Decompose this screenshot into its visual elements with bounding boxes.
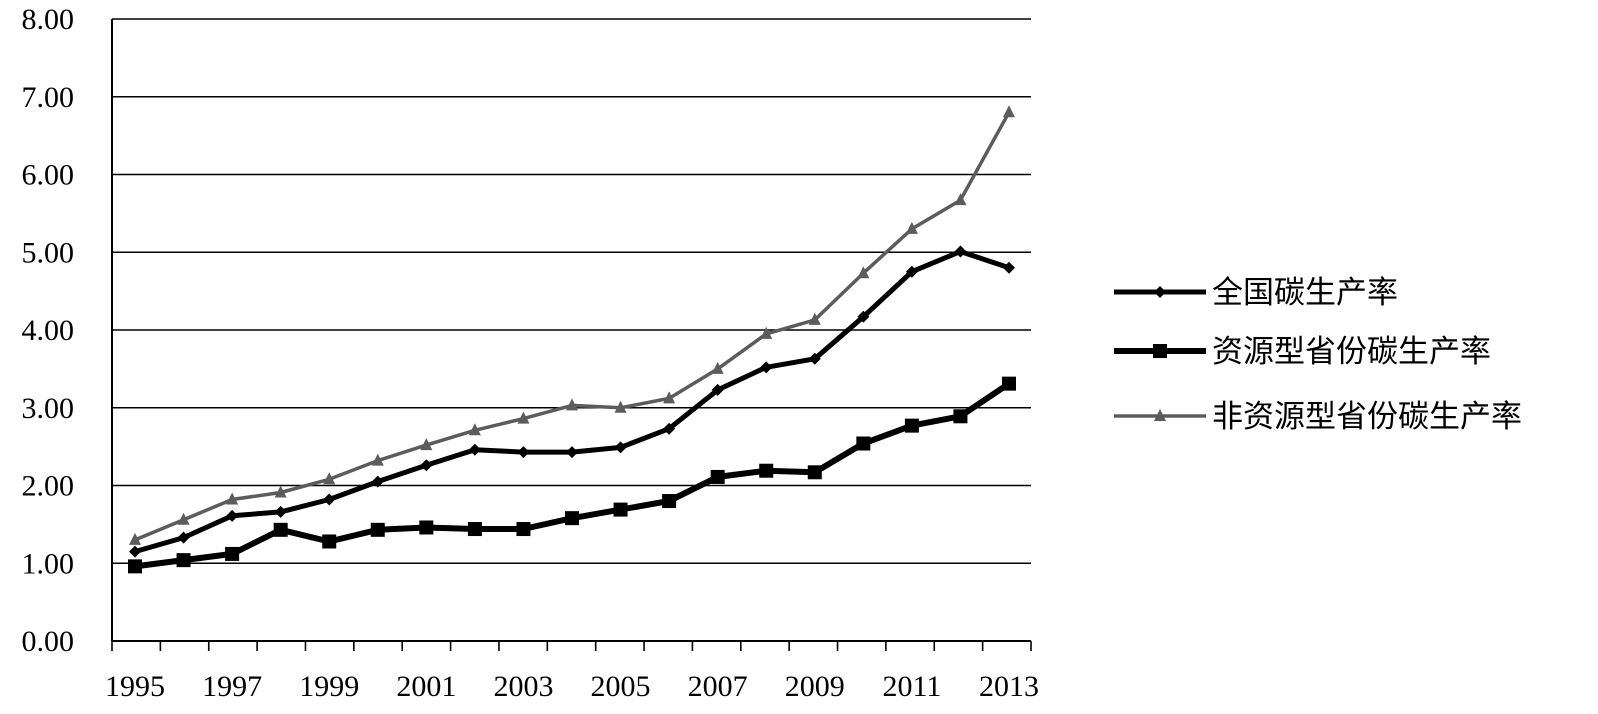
y-tick-label: 8.00 bbox=[22, 3, 75, 36]
data-point bbox=[663, 391, 676, 404]
y-tick-label: 4.00 bbox=[22, 314, 75, 347]
data-point bbox=[226, 509, 239, 522]
data-point bbox=[370, 522, 385, 537]
data-point bbox=[517, 411, 530, 424]
data-point bbox=[467, 522, 482, 537]
series-2 bbox=[128, 376, 1016, 574]
series-3 bbox=[129, 105, 1015, 545]
x-tick-label: 1997 bbox=[202, 670, 262, 703]
series-line bbox=[133, 110, 1011, 542]
x-tick-label: 1999 bbox=[299, 670, 359, 703]
data-point bbox=[323, 493, 336, 506]
data-point bbox=[226, 492, 239, 505]
data-point bbox=[905, 265, 918, 278]
data-point bbox=[1003, 261, 1015, 274]
y-tick-label: 7.00 bbox=[22, 81, 75, 114]
series-1 bbox=[129, 245, 1015, 558]
data-point bbox=[760, 361, 773, 374]
data-point bbox=[468, 423, 481, 436]
data-point bbox=[225, 546, 240, 561]
legend-swatch-marker bbox=[1153, 344, 1167, 358]
y-tick-label: 0.00 bbox=[22, 625, 75, 658]
data-point bbox=[953, 409, 968, 424]
x-tick-label: 2011 bbox=[882, 670, 941, 703]
series-line bbox=[132, 380, 1012, 570]
x-tick-label: 2005 bbox=[591, 670, 651, 703]
data-point bbox=[614, 441, 627, 454]
data-point bbox=[420, 438, 433, 451]
data-point bbox=[954, 245, 967, 258]
legend-label: 全国碳生产率 bbox=[1212, 275, 1398, 310]
data-point bbox=[566, 398, 578, 411]
data-point bbox=[274, 485, 287, 498]
y-tick-label: 6.00 bbox=[22, 159, 75, 192]
data-point bbox=[614, 400, 627, 413]
data-point bbox=[420, 459, 433, 472]
axes bbox=[111, 19, 1032, 651]
data-point bbox=[663, 422, 676, 435]
data-point bbox=[273, 522, 288, 537]
series-lines bbox=[128, 105, 1016, 574]
legend-item-3: 非资源型省份碳生产率 bbox=[1114, 399, 1522, 434]
x-tick-label: 1995 bbox=[105, 670, 165, 703]
data-point bbox=[129, 532, 141, 545]
legend-swatch-marker bbox=[1154, 286, 1166, 298]
data-point bbox=[857, 266, 870, 279]
data-point bbox=[711, 383, 724, 396]
data-point bbox=[274, 505, 287, 518]
data-point bbox=[759, 463, 774, 478]
x-tick-label: 2009 bbox=[785, 670, 845, 703]
data-point bbox=[565, 511, 579, 526]
y-tick-label: 2.00 bbox=[22, 470, 75, 503]
data-point bbox=[613, 502, 628, 517]
data-point bbox=[468, 443, 481, 456]
data-point bbox=[517, 446, 530, 459]
data-point bbox=[662, 494, 677, 509]
data-point bbox=[176, 553, 191, 568]
data-point bbox=[808, 312, 821, 325]
data-point bbox=[807, 465, 822, 480]
data-point bbox=[177, 512, 190, 525]
legend-item-2: 资源型省份碳生产率 bbox=[1114, 334, 1491, 369]
data-point bbox=[419, 520, 434, 535]
y-tick-label: 1.00 bbox=[22, 547, 75, 580]
y-tick-label: 5.00 bbox=[22, 236, 75, 269]
data-point bbox=[1002, 376, 1016, 391]
data-point bbox=[177, 531, 190, 544]
data-point bbox=[371, 453, 384, 466]
data-point bbox=[856, 436, 871, 451]
tick-labels: 0.00 1.00 2.00 3.00 4.00 5.00 6.00 7.00 8.00 1995… bbox=[22, 3, 1040, 703]
data-point bbox=[566, 446, 578, 459]
data-point bbox=[129, 545, 141, 558]
legend-swatch-marker bbox=[1154, 409, 1166, 421]
data-point bbox=[128, 559, 142, 574]
data-point bbox=[1003, 105, 1015, 118]
legend-label: 资源型省份碳生产率 bbox=[1212, 334, 1491, 369]
legend-label: 非资源型省份碳生产率 bbox=[1212, 399, 1522, 434]
x-tick-label: 2007 bbox=[688, 670, 748, 703]
data-point bbox=[760, 326, 773, 339]
data-point bbox=[905, 221, 918, 234]
x-tick-label: 2001 bbox=[396, 670, 456, 703]
data-point bbox=[857, 310, 870, 323]
data-point bbox=[516, 522, 531, 537]
data-point bbox=[322, 534, 337, 549]
x-tick-label: 2003 bbox=[493, 670, 553, 703]
data-point bbox=[323, 472, 336, 485]
y-tick-label: 3.00 bbox=[22, 392, 75, 425]
data-point bbox=[710, 469, 725, 484]
data-point bbox=[371, 475, 384, 488]
data-point bbox=[904, 418, 919, 433]
data-point bbox=[711, 361, 724, 374]
data-point bbox=[954, 193, 967, 206]
data-point bbox=[808, 352, 821, 365]
x-tick-label: 2013 bbox=[979, 670, 1039, 703]
legend-item-1: 全国碳生产率 bbox=[1114, 275, 1398, 310]
